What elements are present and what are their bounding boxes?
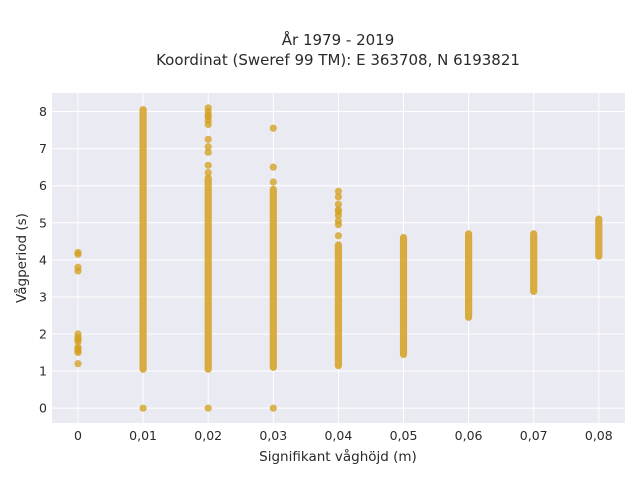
data-point	[334, 217, 342, 225]
y-tick-label: 2	[39, 327, 47, 342]
data-point	[204, 169, 212, 177]
data-point	[204, 148, 212, 156]
x-tick-label: 0,06	[455, 428, 483, 443]
y-tick-label: 4	[39, 252, 47, 267]
y-tick-label: 3	[39, 289, 47, 304]
chart-title-line-1: År 1979 - 2019	[282, 30, 395, 49]
data-point	[74, 330, 82, 338]
data-point	[204, 104, 212, 112]
data-point	[269, 404, 277, 412]
data-point	[334, 206, 342, 214]
data-point	[269, 124, 277, 132]
y-tick-label: 5	[39, 215, 47, 230]
data-point	[74, 360, 82, 368]
x-tick-labels: 0 0,01 0,02 0,03 0,04 0,05 0,06 0,07 0,08	[74, 428, 613, 443]
y-tick-labels: 0 1 2 3 4 5 6 7 8	[39, 104, 47, 416]
y-tick-label: 8	[39, 104, 47, 119]
data-point	[269, 178, 277, 186]
data-point	[334, 200, 342, 208]
x-tick-label: 0,07	[520, 428, 548, 443]
x-tick-label: 0,08	[585, 428, 613, 443]
y-tick-label: 1	[39, 364, 47, 379]
y-tick-label: 6	[39, 178, 47, 193]
y-tick-label: 0	[39, 401, 47, 416]
x-tick-label: 0,02	[194, 428, 222, 443]
data-points	[74, 104, 603, 412]
data-point	[139, 404, 147, 412]
x-tick-label: 0,01	[129, 428, 157, 443]
data-point	[204, 404, 212, 412]
x-tick-label: 0,03	[259, 428, 287, 443]
data-point	[334, 193, 342, 201]
data-point	[204, 143, 212, 151]
y-tick-label: 7	[39, 141, 47, 156]
data-point	[204, 135, 212, 143]
y-axis-label: Vågperiod (s)	[13, 213, 30, 303]
data-point	[334, 187, 342, 195]
x-tick-label: 0,04	[324, 428, 352, 443]
chart-title-line-2: Koordinat (Sweref 99 TM): E 363708, N 61…	[156, 51, 520, 69]
data-point	[204, 161, 212, 169]
data-point	[74, 248, 82, 257]
x-axis-label: Signifikant våghöjd (m)	[259, 448, 417, 465]
data-point	[74, 263, 82, 271]
data-point	[74, 343, 82, 351]
x-tick-label: 0,05	[390, 428, 418, 443]
data-point	[334, 232, 342, 240]
data-point	[269, 163, 277, 171]
x-tick-label: 0	[74, 428, 82, 443]
